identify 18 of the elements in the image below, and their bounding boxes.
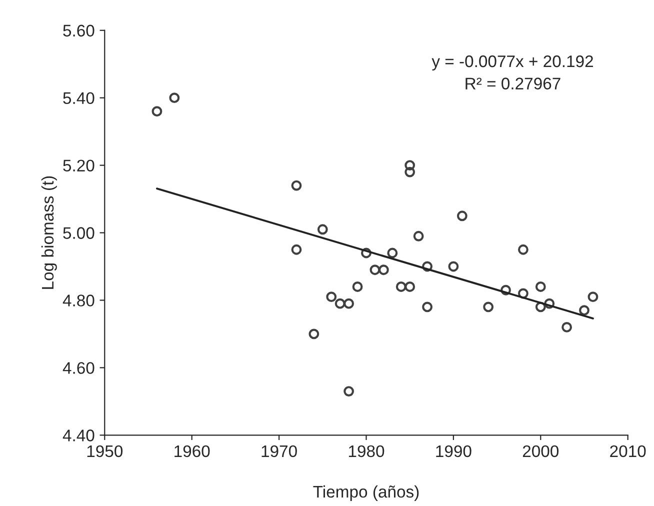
x-tick-label: 1990 bbox=[436, 445, 472, 458]
y-axis-title: Log biomass (t) bbox=[41, 176, 57, 289]
x-tick-label: 2010 bbox=[610, 445, 646, 458]
y-tick-label: 4.80 bbox=[62, 294, 94, 306]
y-tick-label: 5.00 bbox=[63, 227, 94, 239]
x-tick-label: 1950 bbox=[87, 445, 123, 458]
x-tick-label: 1970 bbox=[262, 445, 297, 458]
y-tick-label: 4.40 bbox=[62, 430, 94, 442]
x-axis-title: Tiempo (años) bbox=[313, 485, 419, 501]
y-tick-label: 5.20 bbox=[63, 160, 94, 172]
x-tick-label: 1980 bbox=[348, 445, 384, 458]
y-tick-label: 5.40 bbox=[63, 92, 94, 104]
x-tick-label: 2000 bbox=[522, 445, 559, 458]
annotation: R² = 0.27967 bbox=[466, 78, 560, 90]
y-tick-label: 5.60 bbox=[63, 24, 94, 37]
y-tick-label: 4.60 bbox=[62, 362, 94, 374]
x-tick-label: 1960 bbox=[174, 445, 210, 458]
annotation: y = -0.0077x + 20.192 bbox=[432, 55, 593, 71]
